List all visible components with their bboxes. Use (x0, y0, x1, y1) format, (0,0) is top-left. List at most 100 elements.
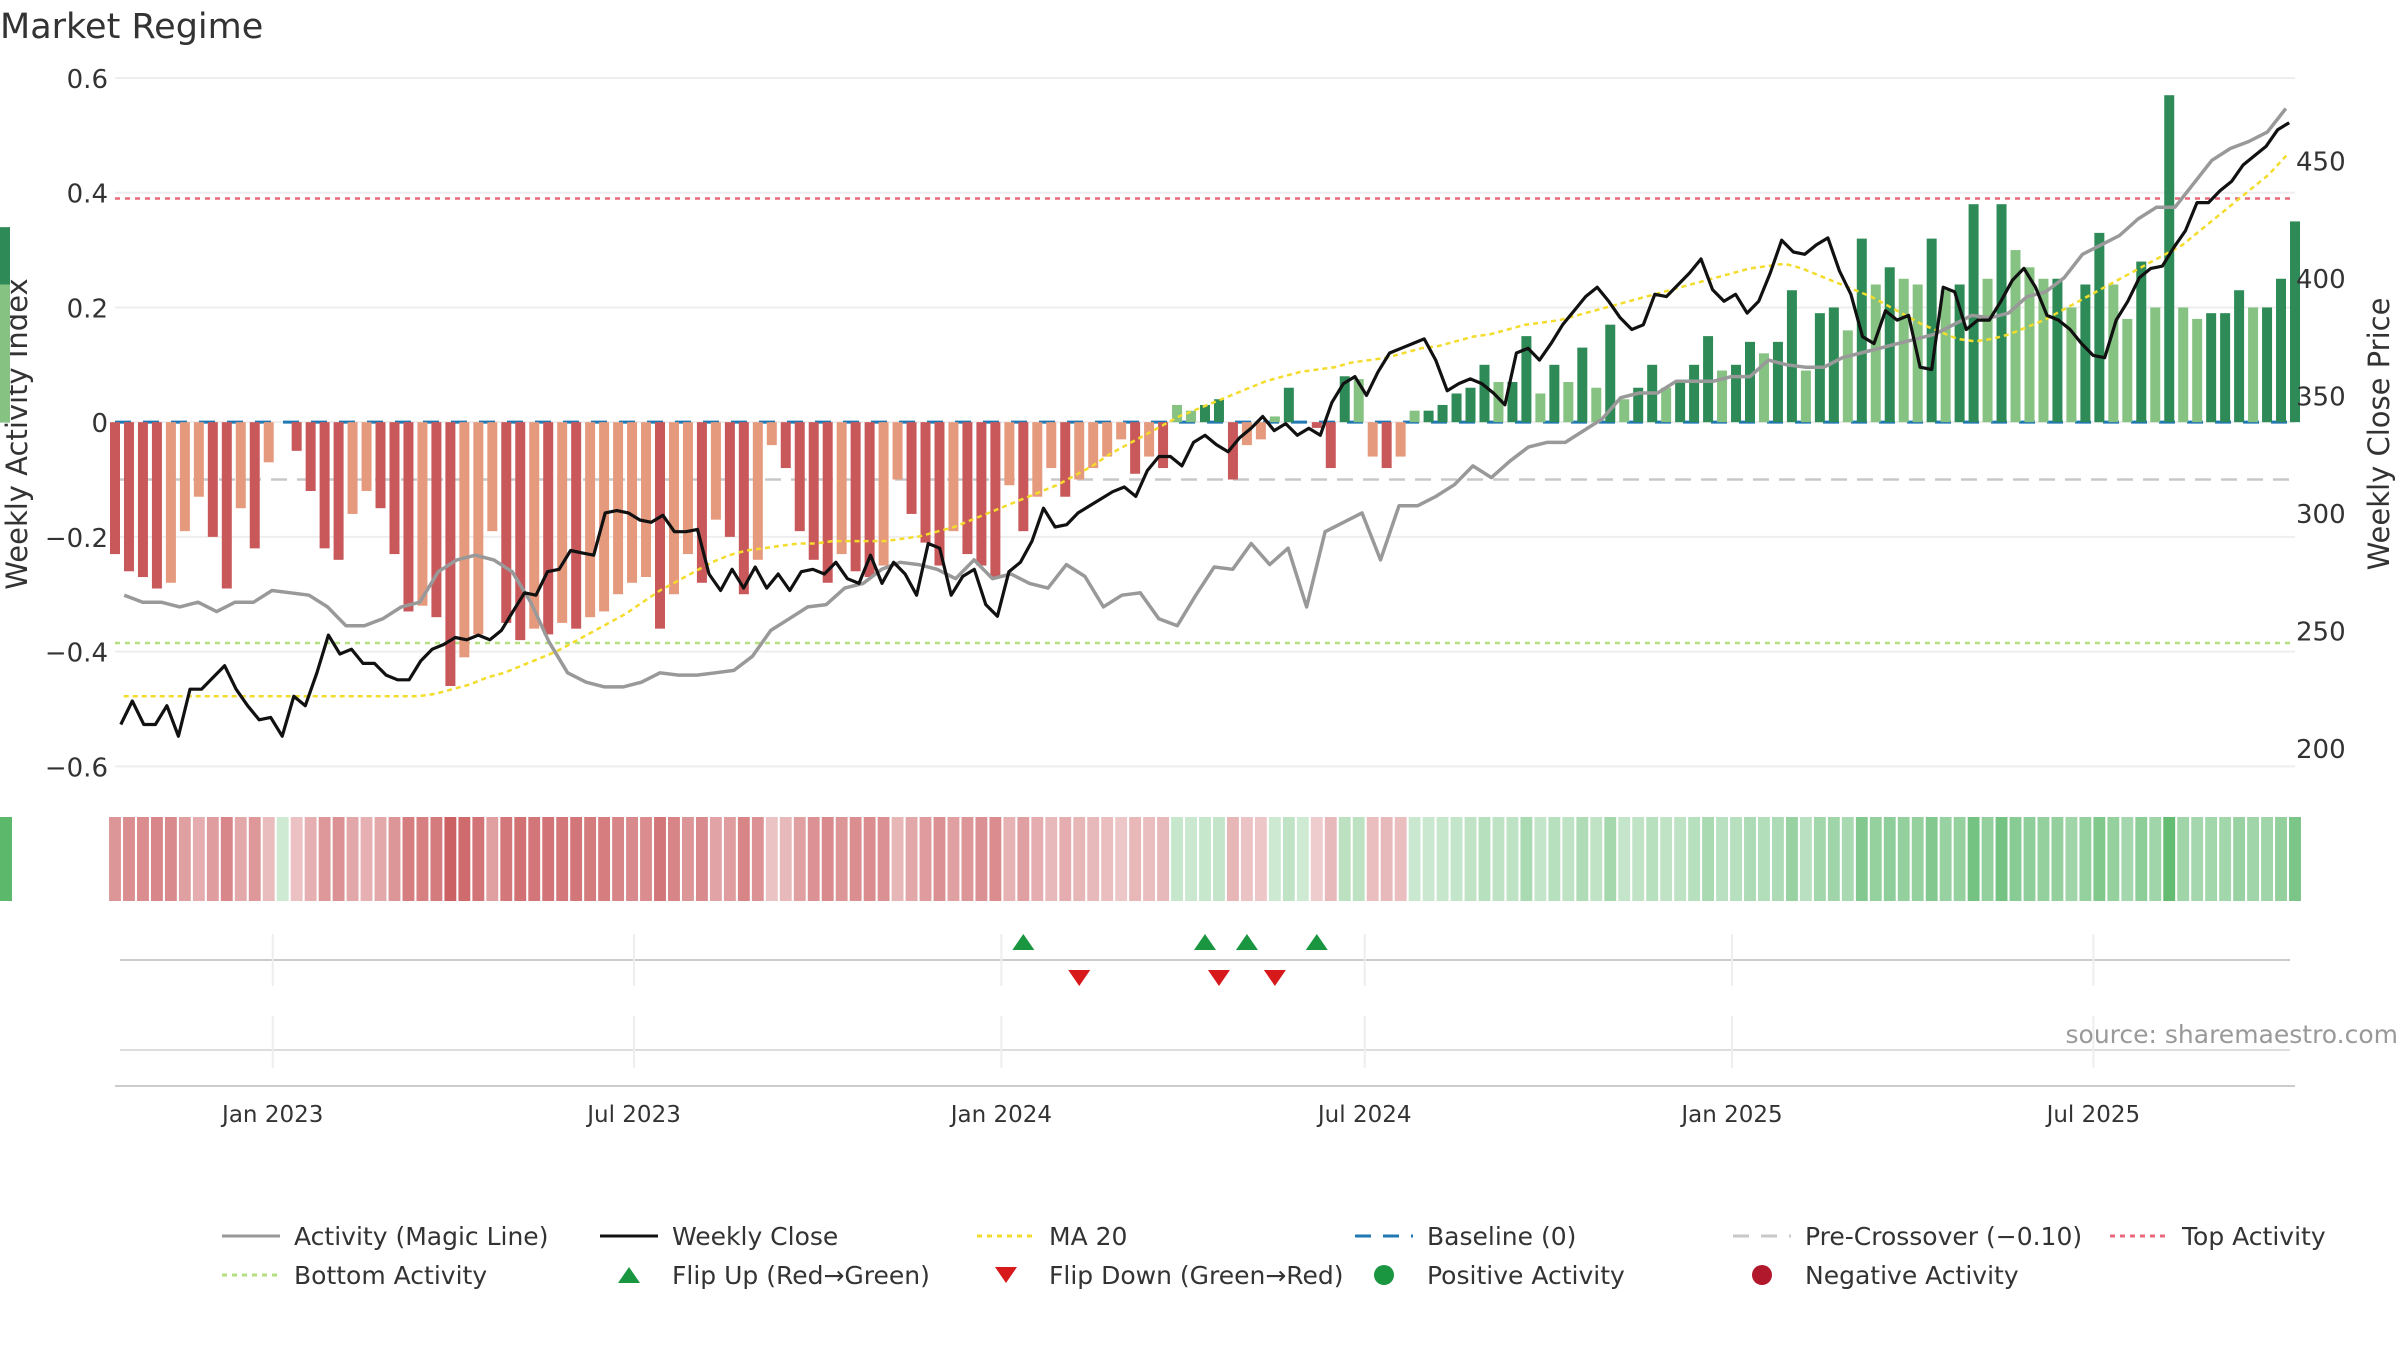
activity-bar (892, 422, 903, 480)
regime-strip-cell (1953, 817, 1966, 901)
activity-bar (1395, 422, 1406, 457)
activity-bar (1605, 324, 1616, 423)
activity-bar (1102, 422, 1113, 457)
regime-strip-cell (220, 817, 233, 901)
regime-strip-cell (1618, 817, 1631, 901)
activity-bar (1451, 393, 1462, 423)
activity-bar (1619, 399, 1630, 423)
regime-strip-cell (1422, 817, 1435, 901)
activity-bar (305, 422, 316, 491)
activity-bar (543, 422, 554, 635)
flip-down-marker (1207, 970, 1230, 986)
activity-bar (1465, 387, 1476, 423)
activity-bar (2178, 307, 2189, 423)
activity-bar (1423, 410, 1434, 423)
regime-strip-cell (1548, 817, 1561, 901)
activity-bar (151, 422, 162, 589)
activity-bar (682, 422, 693, 555)
axes: 0.6 0.4 0.2 0 −0.2 −0.4 −0.6 450 400 350 300 250 200 (45, 65, 2346, 783)
legend-label: Negative Activity (1805, 1261, 2019, 1290)
activity-bar (2150, 307, 2161, 423)
activity-bar (976, 422, 987, 566)
regime-strip-cell (1464, 817, 1477, 901)
activity-bar (1004, 422, 1015, 486)
y-tick-label-right: 200 (2296, 735, 2346, 765)
activity-bar (1800, 370, 1811, 423)
regime-strip-cell (234, 817, 247, 901)
regime-strip-cell (2177, 817, 2190, 901)
activity-bar (655, 422, 665, 629)
regime-strip-cell (598, 817, 611, 901)
y-tick-label-left: 0.6 (67, 65, 108, 95)
activity-bar (249, 422, 260, 549)
regime-strip-cell (2261, 817, 2273, 901)
activity-bar (2108, 284, 2119, 423)
activity-bar (1227, 422, 1238, 480)
regime-strip-cell (1911, 817, 1924, 901)
activity-bar (920, 422, 931, 543)
activity-bar (1213, 399, 1224, 423)
regime-strip-cell (1296, 817, 1309, 901)
activity-bar (1353, 379, 1364, 423)
activity-bar (1926, 238, 1937, 423)
regime-strip-cell (1744, 817, 1756, 901)
regime-strip-cell (1716, 817, 1728, 901)
activity-bar (417, 422, 428, 606)
regime-strip-cell (2009, 817, 2022, 901)
regime-strip-cell (1785, 817, 1798, 901)
regime-strip-cell (2219, 817, 2232, 901)
activity-bar (333, 422, 344, 560)
activity-bar (1479, 364, 1490, 423)
regime-strip-cell (723, 817, 736, 901)
regime-strip-cell (1115, 817, 1128, 901)
regime-strip-cell (2079, 817, 2092, 901)
regime-strip-cell (1380, 817, 1393, 901)
regime-strip-cell (1366, 817, 1379, 901)
regime-strip-cell (542, 817, 555, 901)
activity-bar (934, 422, 945, 566)
activity-bar (2066, 307, 2077, 423)
activity-bar (1074, 422, 1085, 480)
x-axis: Jan 2023 Jul 2023 Jan 2024 Jul 2024 Jan 2025… (115, 934, 2295, 1128)
regime-strip-cell (682, 817, 694, 901)
legend-label: Flip Up (Red→Green) (672, 1261, 930, 1290)
regime-strip-cell (123, 817, 135, 901)
activity-bar (724, 422, 735, 537)
regime-strip-cell (1240, 817, 1253, 901)
activity-bar (319, 422, 330, 549)
regime-strip-cell (1995, 817, 2008, 901)
activity-bar (1060, 422, 1071, 497)
regime-strip-cell (1408, 817, 1421, 901)
activity-bar (822, 422, 833, 583)
flip-up-marker (1194, 934, 1216, 950)
regime-strip-cell (654, 817, 666, 901)
x-tick-label: Jan 2023 (220, 1102, 323, 1128)
regime-strip-cell (1855, 817, 1868, 901)
activity-bar (1493, 382, 1504, 423)
regime-strip-cell (1967, 817, 1980, 901)
regime-strip-cell (1646, 817, 1659, 901)
regime-strip-cell (989, 817, 1002, 901)
y-tick-label-left: 0.4 (67, 180, 108, 210)
activity-bar (752, 422, 763, 560)
activity-bar (1130, 422, 1141, 474)
activity-bar (221, 422, 232, 589)
activity-bar (780, 422, 791, 469)
activity-bar (1535, 393, 1546, 423)
regime-strip-cell (584, 817, 597, 901)
activity-bar (1116, 422, 1127, 440)
activity-bar (1745, 341, 1755, 423)
regime-strip-cell (877, 817, 890, 901)
activity-bar (1661, 387, 1672, 423)
regime-strip-cell (346, 817, 359, 901)
regime-strip-cell (1492, 817, 1505, 901)
regime-strip-cell (1534, 817, 1547, 901)
activity-bar (235, 422, 246, 509)
legend-label: MA 20 (1049, 1222, 1127, 1251)
activity-bar (1633, 387, 1644, 423)
activity-bar (1311, 422, 1322, 428)
ma20-line (123, 154, 2288, 698)
activity-bar (2136, 261, 2147, 423)
activity-bar (431, 422, 442, 618)
regime-strip-cell (150, 817, 163, 901)
